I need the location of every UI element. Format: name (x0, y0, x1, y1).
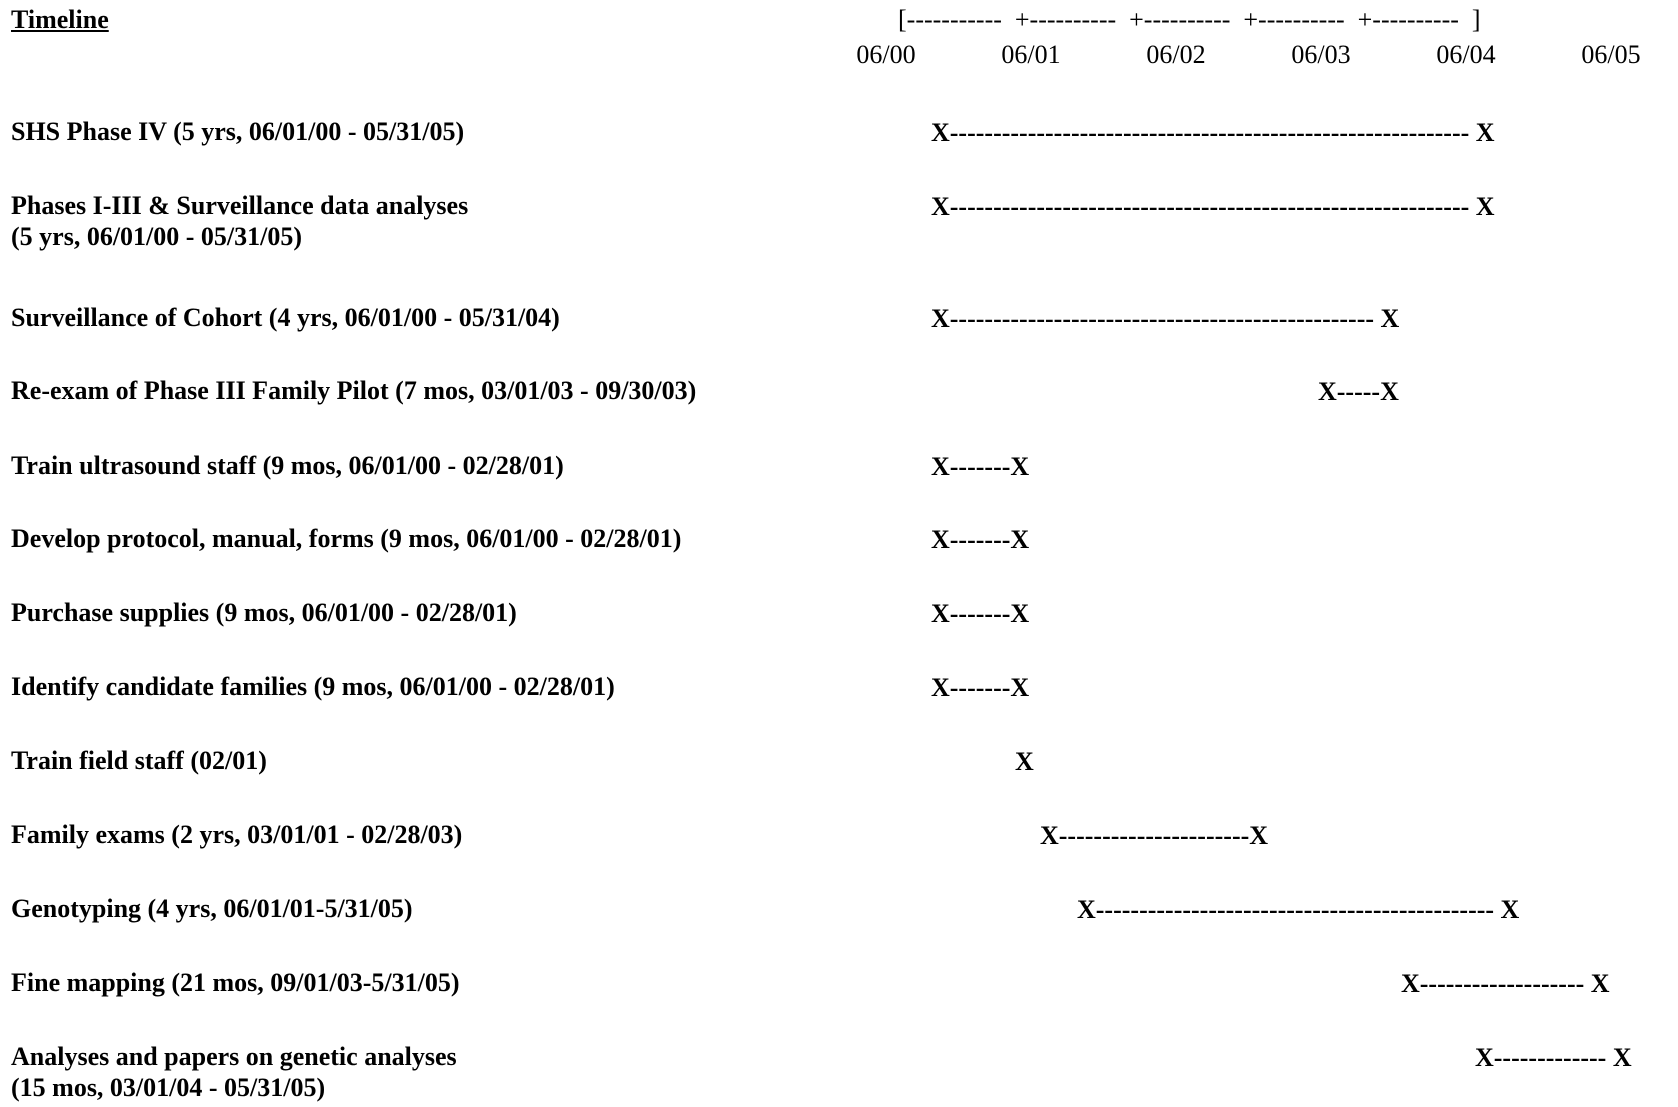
page-title: Timeline (11, 5, 109, 34)
task-label-line: Purchase supplies (9 mos, 06/01/00 - 02/… (11, 598, 517, 627)
timeline-date-text: 06/01 (1001, 40, 1061, 69)
task-label-line: (5 yrs, 06/01/00 - 05/31/05) (11, 222, 303, 251)
task-label-line: Phases I-III & Surveillance data analyse… (11, 191, 469, 220)
task-timeline-bar: X-------X (931, 599, 1030, 628)
task-timeline-bar: X---------------------------------------… (931, 192, 1495, 221)
task-timeline-bar: X----------------------X (1040, 821, 1269, 850)
task-timeline-bar: X------------------- X (1401, 969, 1610, 998)
task-label: Fine mapping (21 mos, 09/01/03-5/31/05) (11, 967, 460, 998)
task-label: Develop protocol, manual, forms (9 mos, … (11, 523, 681, 554)
task-label-line: Train ultrasound staff (9 mos, 06/01/00 … (11, 451, 564, 480)
timeline-date-text: 06/05 (1581, 40, 1641, 69)
timeline-scale-axis: [----------- +---------- +---------- +--… (898, 5, 1481, 34)
task-label-line: Analyses and papers on genetic analyses (11, 1042, 457, 1071)
timeline-date-text: 06/00 (856, 40, 916, 69)
timeline-date-text: 06/03 (1291, 40, 1351, 69)
timeline-date-text: 06/02 (1146, 40, 1206, 69)
task-timeline-bar: X-------X (931, 525, 1030, 554)
task-label: Genotyping (4 yrs, 06/01/01-5/31/05) (11, 893, 413, 924)
task-label-line: Identify candidate families (9 mos, 06/0… (11, 672, 615, 701)
task-label: Surveillance of Cohort (4 yrs, 06/01/00 … (11, 302, 560, 333)
task-label: Identify candidate families (9 mos, 06/0… (11, 671, 615, 702)
timeline-date-text: 06/04 (1436, 40, 1496, 69)
task-timeline-bar: X (1015, 747, 1034, 776)
task-label: Family exams (2 yrs, 03/01/01 - 02/28/03… (11, 819, 462, 850)
task-label-line: SHS Phase IV (5 yrs, 06/01/00 - 05/31/05… (11, 117, 465, 146)
task-label-line: Train field staff (02/01) (11, 746, 267, 775)
task-timeline-bar: X---------------------------------------… (931, 304, 1400, 333)
task-label-line: Family exams (2 yrs, 03/01/01 - 02/28/03… (11, 820, 463, 849)
task-label-line: Genotyping (4 yrs, 06/01/01-5/31/05) (11, 894, 413, 923)
task-label: SHS Phase IV (5 yrs, 06/01/00 - 05/31/05… (11, 116, 464, 147)
task-timeline-bar: X-----X (1318, 377, 1399, 406)
task-label: Analyses and papers on genetic analyses(… (11, 1041, 457, 1103)
task-label-line: Fine mapping (21 mos, 09/01/03-5/31/05) (11, 968, 460, 997)
task-label-line: Develop protocol, manual, forms (9 mos, … (11, 524, 682, 553)
task-label: Purchase supplies (9 mos, 06/01/00 - 02/… (11, 597, 517, 628)
task-timeline-bar: X---------------------------------------… (1077, 895, 1520, 924)
task-timeline-bar: X-------X (931, 452, 1030, 481)
task-label-line: Surveillance of Cohort (4 yrs, 06/01/00 … (11, 303, 560, 332)
task-label: Train field staff (02/01) (11, 745, 267, 776)
task-timeline-bar: X-------X (931, 673, 1030, 702)
task-label: Phases I-III & Surveillance data analyse… (11, 190, 468, 252)
task-label-line: Re-exam of Phase III Family Pilot (7 mos… (11, 376, 697, 405)
task-label: Re-exam of Phase III Family Pilot (7 mos… (11, 375, 696, 406)
task-label-line: (15 mos, 03/01/04 - 05/31/05) (11, 1073, 326, 1102)
task-label: Train ultrasound staff (9 mos, 06/01/00 … (11, 450, 564, 481)
task-timeline-bar: X------------- X (1475, 1043, 1632, 1072)
task-timeline-bar: X---------------------------------------… (931, 118, 1495, 147)
